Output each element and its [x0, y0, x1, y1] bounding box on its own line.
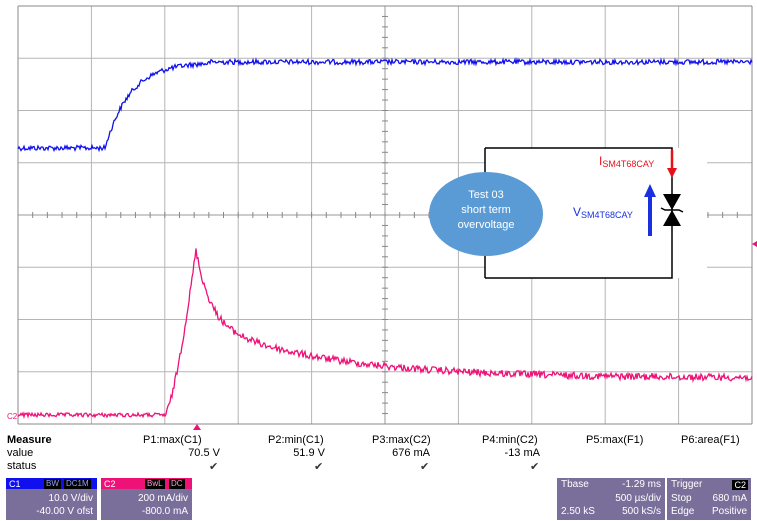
p2-name[interactable]: P2:min(C1): [268, 434, 324, 446]
current-arrow: [667, 150, 677, 178]
c2-bw-tag: BwL: [145, 479, 165, 489]
p1-value: 70.5 V: [188, 447, 220, 459]
trigger-mode: Stop: [671, 493, 692, 504]
c2-channel-panel[interactable]: C2 BwL DC 200 mA/div -800.0 mA: [101, 478, 192, 520]
p4-name[interactable]: P4:min(C2): [482, 434, 538, 446]
trigger-level: 680 mA: [712, 493, 747, 504]
timebase-title: Tbase: [561, 479, 589, 490]
trigger-slope: Positive: [711, 506, 747, 517]
p2-value: 51.9 V: [293, 447, 325, 459]
bubble-line-3: overvoltage: [458, 219, 515, 231]
current-label: ISM4T68CAY: [599, 154, 654, 169]
voltage-label: VSM4T68CAY: [573, 205, 633, 220]
c1-bw-tag: BW: [44, 479, 61, 489]
p2-status-check: ✔: [314, 461, 324, 473]
status-row-label: status: [7, 460, 37, 472]
value-row-label: value: [7, 447, 34, 459]
trigger-channel-tag: C2: [732, 480, 748, 490]
timebase-per-div: 500 µs/div: [615, 493, 661, 504]
waveform-grid: Test 03 short term overvoltage ISM4T68CA…: [7, 5, 757, 430]
p5-name[interactable]: P5:max(F1): [586, 434, 644, 446]
timebase-rate: 500 kS/s: [622, 506, 661, 517]
c1-panel-header: C1 BW DC1M: [6, 478, 97, 489]
p1-name[interactable]: P1:max(C1): [143, 434, 202, 446]
oscilloscope-display: Test 03 short term overvoltage ISM4T68CA…: [7, 5, 757, 430]
c2-panel-header: C2 BwL DC: [101, 478, 192, 489]
timebase-delay: -1.29 ms: [622, 479, 661, 490]
measure-heading: Measure: [7, 434, 52, 446]
c2-label: C2: [104, 479, 116, 489]
c2-trace-marker: C2: [7, 412, 18, 421]
c1-scale: 10.0 V/div: [48, 493, 93, 504]
p3-value: 676 mA: [392, 447, 430, 459]
c1-coupling-tag: DC1M: [64, 479, 91, 489]
bubble-line-2: short term: [461, 204, 511, 216]
tvs-diode-symbol: [660, 194, 684, 226]
p1-status-check: ✔: [209, 461, 219, 473]
p4-status-check: ✔: [530, 461, 540, 473]
p3-status-check: ✔: [420, 461, 430, 473]
c1-channel-panel[interactable]: C1 BW DC1M 10.0 V/div -40.00 V ofst: [6, 478, 97, 520]
c1-offset: -40.00 V ofst: [36, 506, 93, 517]
c2-current-trace: [17, 248, 753, 420]
circuit-inset: Test 03 short term overvoltage ISM4T68CA…: [429, 147, 707, 279]
c1-voltage-trace: [17, 57, 753, 153]
trigger-type: Edge: [671, 506, 695, 517]
voltage-arrow: [644, 184, 656, 236]
timebase-panel[interactable]: Tbase -1.29 ms 500 µs/div 2.50 kS 500 kS…: [557, 478, 665, 520]
timebase-samples: 2.50 kS: [561, 506, 595, 517]
bubble-line-1: Test 03: [468, 189, 503, 201]
p6-name[interactable]: P6:area(F1): [681, 434, 740, 446]
c2-scale: 200 mA/div: [137, 493, 188, 504]
trigger-title: Trigger: [671, 479, 703, 490]
trigger-panel[interactable]: Trigger C2 Stop 680 mA Edge Positive: [667, 478, 751, 520]
p4-value: -13 mA: [504, 447, 540, 459]
c2-coupling-tag: DC: [169, 479, 185, 489]
c1-label: C1: [9, 479, 21, 489]
test-bubble: [429, 172, 543, 256]
c2-offset: -800.0 mA: [141, 506, 188, 517]
trigger-position-marker: [193, 424, 201, 430]
trigger-level-marker: [752, 241, 757, 247]
graticule: [17, 5, 753, 425]
p3-name[interactable]: P3:max(C2): [372, 434, 431, 446]
